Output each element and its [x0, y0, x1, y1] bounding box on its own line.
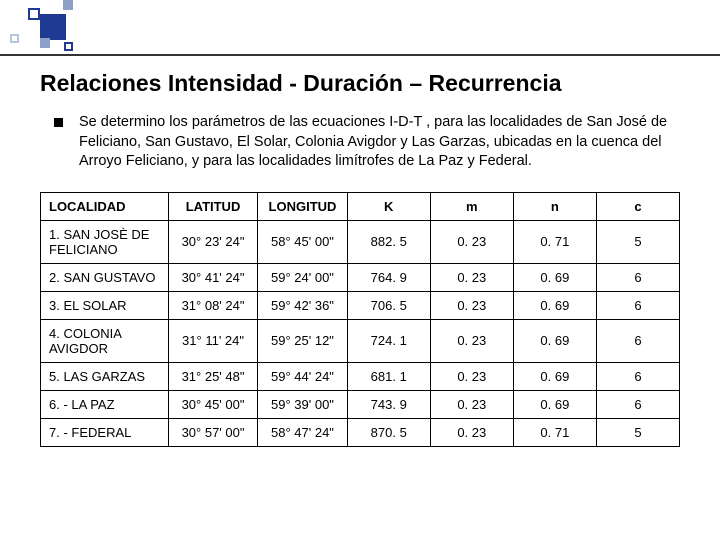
- cell-k: 743. 9: [347, 390, 430, 418]
- cell-c: 6: [596, 362, 679, 390]
- cell-c: 5: [596, 418, 679, 446]
- cell-localidad: 5. LAS GARZAS: [41, 362, 169, 390]
- col-header-m: m: [430, 192, 513, 220]
- cell-localidad: 7. - FEDERAL: [41, 418, 169, 446]
- cell-m: 0. 23: [430, 291, 513, 319]
- cell-longitud: 59° 24' 00": [258, 263, 347, 291]
- cell-n: 0. 69: [513, 291, 596, 319]
- cell-latitud: 31° 25' 48": [168, 362, 257, 390]
- cell-latitud: 30° 23' 24": [168, 220, 257, 263]
- cell-n: 0. 69: [513, 319, 596, 362]
- square-fill-small-icon: [40, 38, 50, 48]
- square-outline-small-icon: [64, 42, 73, 51]
- cell-localidad: 3. EL SOLAR: [41, 291, 169, 319]
- col-header-longitud: LONGITUD: [258, 192, 347, 220]
- table-row: 6. - LA PAZ30° 45' 00"59° 39' 00"743. 90…: [41, 390, 680, 418]
- slide-content: Relaciones Intensidad - Duración – Recur…: [40, 70, 680, 447]
- cell-longitud: 59° 42' 36": [258, 291, 347, 319]
- cell-localidad: 1. SAN JOSÈ DE FELICIANO: [41, 220, 169, 263]
- cell-c: 6: [596, 291, 679, 319]
- cell-k: 882. 5: [347, 220, 430, 263]
- cell-k: 681. 1: [347, 362, 430, 390]
- header-decoration: [0, 0, 720, 60]
- cell-localidad: 6. - LA PAZ: [41, 390, 169, 418]
- cell-latitud: 31° 11' 24": [168, 319, 257, 362]
- cell-k: 870. 5: [347, 418, 430, 446]
- cell-m: 0. 23: [430, 390, 513, 418]
- table-row: 2. SAN GUSTAVO30° 41' 24"59° 24' 00"764.…: [41, 263, 680, 291]
- cell-latitud: 31° 08' 24": [168, 291, 257, 319]
- cell-m: 0. 23: [430, 263, 513, 291]
- table-row: 3. EL SOLAR31° 08' 24"59° 42' 36"706. 50…: [41, 291, 680, 319]
- square-fill-small-icon: [63, 0, 73, 10]
- col-header-c: c: [596, 192, 679, 220]
- cell-longitud: 58° 45' 00": [258, 220, 347, 263]
- bullet-paragraph: Se determino los parámetros de las ecuac…: [54, 113, 680, 172]
- bullet-square-icon: [54, 118, 63, 127]
- cell-k: 724. 1: [347, 319, 430, 362]
- cell-c: 6: [596, 390, 679, 418]
- cell-localidad: 2. SAN GUSTAVO: [41, 263, 169, 291]
- data-table: LOCALIDAD LATITUD LONGITUD K m n c 1. SA…: [40, 192, 680, 447]
- cell-latitud: 30° 45' 00": [168, 390, 257, 418]
- table-row: 1. SAN JOSÈ DE FELICIANO30° 23' 24"58° 4…: [41, 220, 680, 263]
- cell-n: 0. 69: [513, 390, 596, 418]
- cell-c: 6: [596, 263, 679, 291]
- cell-longitud: 58° 47' 24": [258, 418, 347, 446]
- square-outline-icon: [28, 8, 40, 20]
- table-row: 4. COLONIA AVIGDOR31° 11' 24"59° 25' 12"…: [41, 319, 680, 362]
- cell-m: 0. 23: [430, 362, 513, 390]
- cell-k: 706. 5: [347, 291, 430, 319]
- cell-m: 0. 23: [430, 319, 513, 362]
- cell-n: 0. 69: [513, 263, 596, 291]
- page-title: Relaciones Intensidad - Duración – Recur…: [40, 70, 680, 97]
- col-header-localidad: LOCALIDAD: [41, 192, 169, 220]
- cell-k: 764. 9: [347, 263, 430, 291]
- square-outline-small-icon: [10, 34, 19, 43]
- cell-longitud: 59° 39' 00": [258, 390, 347, 418]
- table-header-row: LOCALIDAD LATITUD LONGITUD K m n c: [41, 192, 680, 220]
- col-header-k: K: [347, 192, 430, 220]
- cell-m: 0. 23: [430, 418, 513, 446]
- horizontal-rule: [0, 54, 720, 56]
- table-row: 7. - FEDERAL30° 57' 00"58° 47' 24"870. 5…: [41, 418, 680, 446]
- paragraph-text: Se determino los parámetros de las ecuac…: [79, 113, 680, 172]
- cell-longitud: 59° 44' 24": [258, 362, 347, 390]
- cell-latitud: 30° 57' 00": [168, 418, 257, 446]
- square-fill-icon: [40, 14, 66, 40]
- cell-latitud: 30° 41' 24": [168, 263, 257, 291]
- cell-m: 0. 23: [430, 220, 513, 263]
- cell-c: 6: [596, 319, 679, 362]
- table-row: 5. LAS GARZAS31° 25' 48"59° 44' 24"681. …: [41, 362, 680, 390]
- cell-n: 0. 71: [513, 220, 596, 263]
- cell-c: 5: [596, 220, 679, 263]
- cell-longitud: 59° 25' 12": [258, 319, 347, 362]
- col-header-latitud: LATITUD: [168, 192, 257, 220]
- cell-localidad: 4. COLONIA AVIGDOR: [41, 319, 169, 362]
- col-header-n: n: [513, 192, 596, 220]
- cell-n: 0. 69: [513, 362, 596, 390]
- cell-n: 0. 71: [513, 418, 596, 446]
